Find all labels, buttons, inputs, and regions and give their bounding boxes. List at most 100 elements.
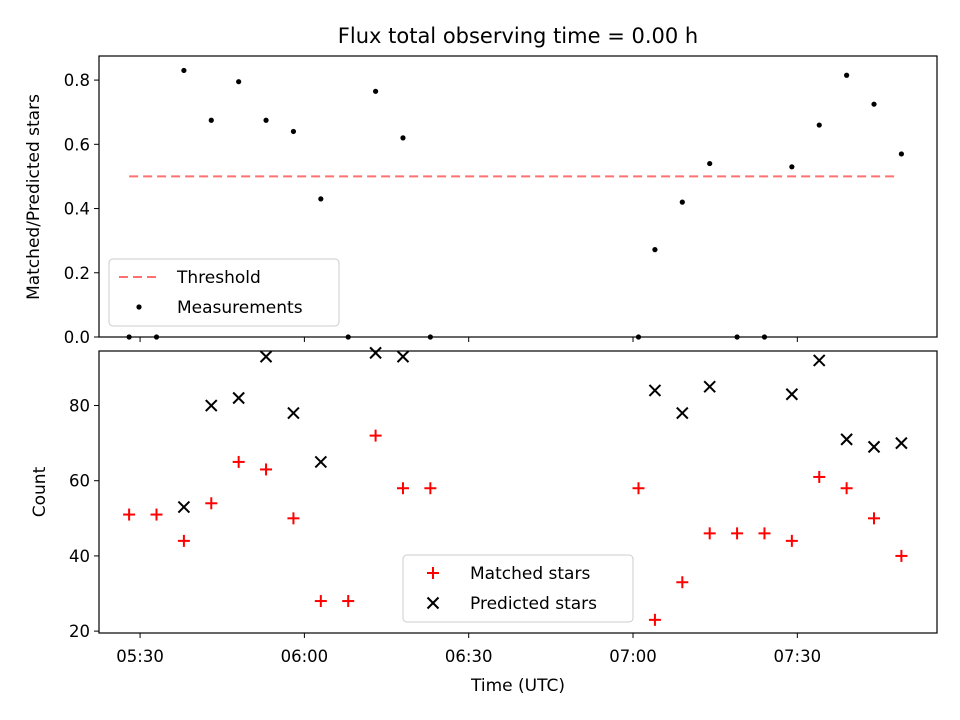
top-y-tick-label: 0.4 (64, 200, 90, 219)
measurement-point (153, 334, 160, 340)
cross-b (177, 500, 191, 514)
legend-cross (426, 596, 440, 610)
matched-star-point (177, 534, 190, 547)
predicted-star-point (785, 388, 799, 401)
matched-star-point (813, 470, 826, 483)
predicted-star-point (867, 440, 881, 454)
predicted-star-point (676, 406, 689, 420)
cross-b (314, 455, 328, 469)
top-panel: 0.00.20.40.60.8 Matched/Predicted stars … (24, 55, 938, 347)
measurement-point (734, 334, 740, 340)
predicted-star-point (177, 500, 191, 514)
measurement-point (181, 67, 187, 74)
matched-star-point (424, 482, 437, 495)
measurement-point (844, 72, 850, 78)
measurement-point (635, 334, 642, 340)
matched-star-point (840, 482, 853, 495)
predicted-star-point (895, 436, 908, 450)
legend-predicted-swatch (426, 596, 440, 610)
cross-b (867, 440, 881, 454)
measurement-point (263, 117, 269, 123)
measurement-point (789, 164, 795, 170)
matched-star-point (369, 429, 382, 442)
cross-b (676, 406, 689, 420)
predicted-star-point (703, 380, 716, 393)
legend-threshold-label: Threshold (176, 268, 261, 288)
cross-b (648, 384, 662, 397)
predicted-star-point (232, 391, 245, 405)
matched-star-point (731, 527, 744, 540)
matched-star-point (123, 508, 136, 521)
bottom-legend: Matched stars Predicted stars (402, 554, 634, 623)
matched-star-point (703, 527, 716, 540)
measurement-point (707, 160, 713, 167)
x-tick-label: 07:30 (774, 647, 822, 666)
measurement-point (427, 334, 433, 340)
measurement-point (318, 196, 324, 202)
x-axis-label: Time (UTC) (470, 676, 565, 696)
measurement-point (126, 334, 132, 340)
predicted-star-point (205, 399, 218, 412)
top-y-tick-label: 0.0 (64, 328, 90, 347)
chart-title: Flux total observing time = 0.00 h (338, 24, 698, 48)
top-legend-box (108, 258, 340, 327)
x-tick-label: 05:30 (116, 647, 164, 666)
predicted-star-point (648, 384, 662, 397)
bottom-y-axis-label: Count (30, 466, 50, 517)
cross-b (840, 433, 853, 446)
measurement-point (236, 79, 242, 85)
predicted-star-point (840, 433, 853, 446)
matched-star-point (396, 482, 409, 495)
matched-star-point (342, 595, 355, 608)
bottom-y-tick-label: 80 (69, 397, 90, 416)
matched-star-point (287, 512, 300, 525)
top-y-tick-label: 0.2 (64, 264, 90, 283)
measurement-point (400, 135, 406, 141)
x-tick-label: 07:00 (609, 647, 657, 666)
cross-b (785, 388, 799, 401)
matched-star-point (648, 613, 661, 626)
top-y-axis-label: Matched/Predicted stars (24, 94, 44, 300)
matched-star-point (895, 549, 908, 562)
matched-star-point (758, 527, 771, 540)
matched-star-point (868, 512, 881, 525)
measurement-point (372, 88, 379, 94)
measurement-point (290, 128, 297, 135)
cross-b (396, 350, 410, 363)
predicted-star-point (369, 346, 382, 360)
legend-plus (427, 567, 439, 579)
matched-star-point (205, 497, 218, 510)
matched-star-point (232, 455, 245, 468)
bottom-y-tick-label: 40 (69, 547, 90, 566)
legend-predicted-label: Predicted stars (470, 594, 597, 614)
measurement-point (345, 334, 351, 340)
legend-measurements-label: Measurements (177, 298, 303, 318)
measurement-point (898, 151, 904, 157)
bottom-y-tick-label: 60 (69, 472, 90, 491)
top-legend: Threshold Measurements (108, 258, 340, 327)
bottom-legend-box (402, 554, 634, 623)
measurement-point (816, 122, 822, 128)
cross-b (259, 350, 273, 363)
bottom-panel: 20 40 60 80 05:30 06:00 06:30 07:00 07:30 Count… (30, 346, 938, 696)
cross-b (287, 406, 300, 420)
cross-b (369, 346, 382, 360)
x-tick-label: 06:00 (281, 647, 329, 666)
predicted-star-point (813, 354, 826, 367)
predicted-star-point (314, 455, 328, 469)
bottom-y-tick-label: 20 (69, 622, 90, 641)
legend-matched-swatch (427, 567, 439, 579)
legend-matched-label: Matched stars (470, 564, 590, 584)
matched-star-point (260, 463, 273, 476)
measurement-point (208, 117, 214, 123)
measurement-point (871, 101, 877, 107)
predicted-star-point (259, 350, 273, 363)
cross-b (703, 380, 716, 393)
measurement-point (652, 247, 658, 253)
matched-star-point (785, 534, 798, 547)
legend-measurements-swatch (136, 304, 142, 310)
matched-star-point (632, 482, 645, 495)
matched-star-point (676, 576, 689, 589)
predicted-star-point (396, 350, 410, 363)
